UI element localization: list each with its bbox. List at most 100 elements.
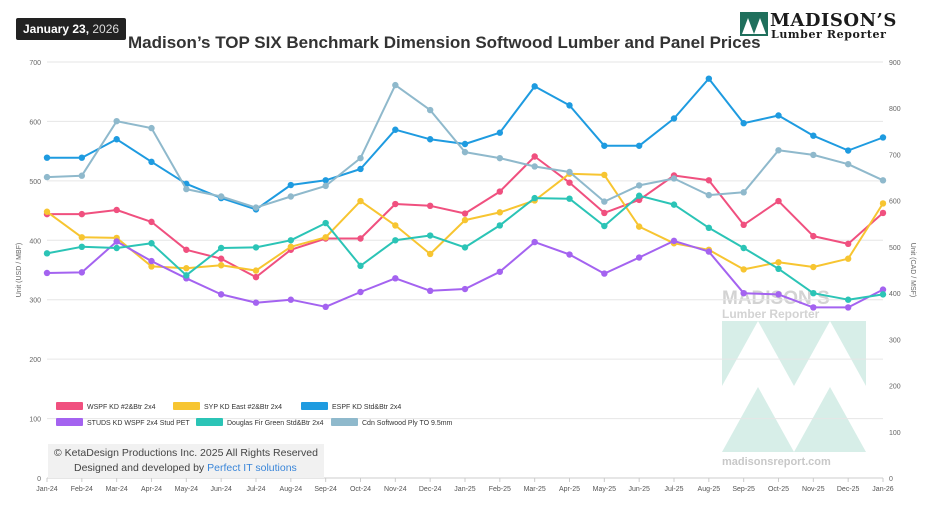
x-tick-label: Dec-25 xyxy=(837,486,860,493)
y-right-tick-label: 300 xyxy=(889,337,901,344)
y-right-tick-label: 0 xyxy=(889,476,893,483)
data-point-wspf xyxy=(183,246,190,253)
watermark-peak xyxy=(794,321,866,386)
data-point-studs xyxy=(43,269,51,277)
data-point-dfir xyxy=(461,244,469,251)
data-point-syp xyxy=(252,267,260,274)
data-point-dfir xyxy=(635,192,643,199)
data-point-dfir xyxy=(740,244,747,252)
data-point-espf xyxy=(879,134,887,141)
developer-link[interactable]: Perfect IT solutions xyxy=(207,462,297,474)
data-point-syp xyxy=(635,223,643,230)
y-left-tick-label: 0 xyxy=(37,476,41,483)
data-point-syp xyxy=(844,255,852,262)
data-point-studs xyxy=(392,275,399,282)
data-point-ply xyxy=(705,191,713,199)
x-tick-label: Jun-24 xyxy=(210,486,232,493)
data-point-syp xyxy=(601,171,608,179)
data-point-wspf xyxy=(113,206,120,214)
data-point-wspf xyxy=(740,221,747,229)
data-point-dfir xyxy=(357,262,364,270)
date-badge: January 23, 2026 xyxy=(16,18,127,40)
x-tick-label: Apr-24 xyxy=(141,486,162,493)
y-axis-left: 0 100 200 300 400 500 600 700 Unit (USD / MBF) xyxy=(16,60,41,483)
data-point-syp xyxy=(287,243,295,251)
data-point-espf xyxy=(287,181,295,189)
legend-label: ESPF KD Std&Btr 2x4 xyxy=(332,404,401,411)
x-tick-label: Jan-26 xyxy=(872,486,894,493)
data-point-syp xyxy=(43,208,51,215)
data-point-dfir xyxy=(566,195,573,202)
data-point-ply xyxy=(496,154,504,162)
data-point-syp xyxy=(392,222,399,229)
x-tick-label: Sep-24 xyxy=(314,486,337,493)
data-point-ply xyxy=(148,124,155,132)
legend-label: WSPF KD #2&Btr 2x4 xyxy=(87,404,156,411)
data-point-espf xyxy=(670,115,678,122)
data-point-dfir xyxy=(78,243,86,251)
data-point-studs xyxy=(113,238,120,245)
data-point-ply xyxy=(566,168,573,176)
data-point-dfir xyxy=(601,222,608,230)
data-point-syp xyxy=(496,209,504,216)
legend-label: SYP KD East #2&Btr 2x4 xyxy=(204,404,282,411)
y-right-tick-label: 900 xyxy=(889,60,901,67)
data-point-espf xyxy=(844,147,852,154)
y-left-tick-label: 300 xyxy=(29,298,41,305)
data-point-espf xyxy=(43,154,51,161)
data-point-studs xyxy=(148,257,155,265)
data-point-wspf xyxy=(148,218,155,226)
data-point-ply xyxy=(775,147,782,154)
logo-name: MADISON’S xyxy=(770,10,897,31)
copyright-text: © KetaDesign Productions Inc. 2025 All R… xyxy=(54,447,318,459)
x-tick-label: Mar-24 xyxy=(106,486,128,493)
x-tick-label: Feb-24 xyxy=(71,486,93,493)
x-tick-label: Oct-25 xyxy=(768,486,789,493)
data-point-studs xyxy=(775,291,782,298)
watermark-peak xyxy=(722,321,794,386)
watermark-peak xyxy=(794,387,866,452)
data-point-dfir xyxy=(113,244,120,252)
data-point-studs xyxy=(566,251,573,258)
y-right-axis-title: Unit (CAD / MSF) xyxy=(909,243,916,297)
data-point-studs xyxy=(879,286,887,293)
data-point-ply xyxy=(601,198,608,205)
madisons-logo[interactable]: MADISON’S Lumber Reporter xyxy=(740,10,920,44)
data-point-espf xyxy=(810,132,817,139)
data-point-ply xyxy=(43,173,51,181)
data-point-dfir xyxy=(322,219,329,227)
x-tick-label: Oct-24 xyxy=(350,486,371,493)
data-point-studs xyxy=(670,237,678,245)
x-tick-label: Aug-24 xyxy=(280,486,303,493)
data-point-dfir xyxy=(879,291,887,298)
data-point-espf xyxy=(775,112,782,119)
data-point-espf xyxy=(113,136,120,143)
data-point-ply xyxy=(531,163,538,170)
data-point-studs xyxy=(322,303,329,311)
date-text: January 23, xyxy=(23,22,90,36)
y-right-tick-label: 100 xyxy=(889,430,901,437)
data-point-studs xyxy=(217,291,225,298)
x-tick-label: Apr-25 xyxy=(559,486,580,493)
data-point-dfir xyxy=(43,250,51,257)
legend-swatch xyxy=(173,402,200,410)
data-point-ply xyxy=(461,148,469,156)
data-point-ply xyxy=(426,106,434,114)
data-point-wspf xyxy=(392,200,399,208)
designed-by-text: Designed and developed by xyxy=(74,462,208,474)
x-tick-label: Nov-24 xyxy=(384,486,407,493)
data-point-studs xyxy=(635,254,643,261)
data-point-wspf xyxy=(357,235,364,242)
data-point-wspf xyxy=(879,209,887,217)
designed-by-line: Designed and developed by Perfect IT sol… xyxy=(54,461,318,476)
data-point-wspf xyxy=(844,240,852,248)
legend-label: Cdn Softwood Ply TO 9.5mm xyxy=(362,420,453,427)
data-point-wspf xyxy=(496,188,504,195)
data-point-wspf xyxy=(78,210,86,218)
logo-mountain-icon xyxy=(740,12,768,36)
data-point-syp xyxy=(740,266,747,273)
data-point-studs xyxy=(461,285,469,293)
data-point-wspf xyxy=(566,179,573,186)
data-point-wspf xyxy=(705,177,713,184)
